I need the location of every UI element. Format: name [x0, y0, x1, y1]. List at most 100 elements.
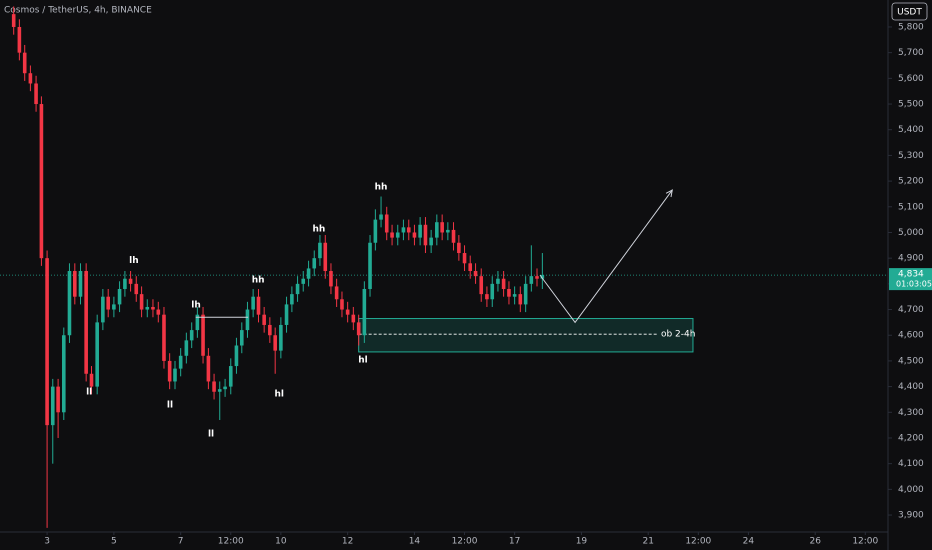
- candle-body: [123, 278, 127, 289]
- swing-label: lh: [191, 301, 201, 311]
- currency-button[interactable]: [891, 2, 928, 21]
- swing-label: ll: [167, 401, 173, 411]
- candle-body: [112, 304, 116, 310]
- y-tick-label: 4,700: [898, 305, 924, 315]
- candle-body: [512, 294, 517, 297]
- candle-body: [540, 275, 545, 279]
- candle-body: [28, 73, 33, 84]
- y-tick-label: 5,700: [898, 48, 924, 58]
- candle-body: [329, 271, 333, 287]
- candle-body: [429, 237, 433, 246]
- x-tick-label: 3: [44, 537, 50, 547]
- x-tick-label: 12:00: [452, 537, 478, 547]
- candle-body: [256, 296, 261, 315]
- candle-body: [195, 314, 200, 331]
- candle-body: [368, 242, 372, 289]
- order-block-zone: [358, 318, 694, 353]
- candle-body: [356, 322, 361, 336]
- swing-label: hl: [358, 356, 368, 366]
- swing-label: lh: [129, 256, 139, 266]
- candle-body: [395, 232, 400, 238]
- candle-body: [268, 324, 272, 336]
- x-tick-label: 24: [743, 537, 755, 547]
- candle-body: [217, 389, 222, 392]
- y-tick-label: 5,500: [898, 100, 924, 110]
- chart-title: Cosmos / TetherUS, 4h, BINANCE: [4, 6, 152, 16]
- x-tick-label: 10: [275, 537, 287, 547]
- x-tick-label: 12:00: [852, 537, 878, 547]
- candle-body: [273, 335, 277, 351]
- candle-body: [223, 386, 227, 390]
- candle-body: [56, 386, 60, 413]
- y-tick-label: 5,400: [898, 125, 924, 135]
- candle-body: [440, 222, 444, 233]
- y-tick-label: 4,300: [898, 408, 924, 418]
- candle-body: [518, 294, 523, 305]
- candle-body: [507, 288, 511, 297]
- candle-body: [189, 330, 194, 341]
- candle-body: [101, 296, 105, 323]
- candle-body: [84, 271, 88, 374]
- candle-body: [106, 296, 111, 310]
- candle-body: [89, 373, 94, 387]
- candle-body: [11, 14, 16, 27]
- candle-body: [318, 242, 322, 259]
- candle-body: [212, 381, 216, 392]
- candle-body: [34, 83, 38, 105]
- y-tick-label: 4,100: [898, 459, 924, 469]
- currency-label: USDT: [897, 8, 922, 18]
- projection-arrowhead: [665, 189, 673, 198]
- x-tick-label: 26: [809, 537, 821, 547]
- candle-body: [245, 309, 250, 331]
- candle-body: [490, 283, 495, 300]
- candle-body: [362, 288, 367, 336]
- y-tick-label: 4,000: [898, 485, 924, 495]
- x-tick-label: 12:00: [218, 537, 244, 547]
- y-tick-label: 4,400: [898, 382, 924, 392]
- candle-body: [162, 314, 166, 361]
- candle-body: [173, 368, 177, 382]
- candle-body: [435, 222, 439, 238]
- candle-body: [45, 258, 49, 426]
- candle-body: [457, 242, 461, 254]
- candle-body: [379, 214, 383, 220]
- candle-body: [61, 335, 66, 413]
- candle-body: [134, 283, 139, 295]
- x-tick-label: 12:00: [685, 537, 711, 547]
- x-tick-label: 17: [509, 537, 520, 547]
- candle-body: [373, 219, 378, 243]
- candle-body: [262, 314, 266, 325]
- y-tick-label: 4,500: [898, 356, 924, 366]
- swing-label: ll: [208, 430, 214, 440]
- candle-body: [184, 340, 189, 356]
- candle-body: [290, 294, 294, 305]
- candle-body: [178, 355, 183, 369]
- candle-body: [228, 366, 233, 387]
- candle-body: [423, 224, 428, 246]
- candle-body: [156, 309, 161, 315]
- candle-body: [239, 330, 244, 346]
- candle-body: [139, 294, 144, 310]
- swing-label: hh: [375, 183, 388, 193]
- candle-body: [295, 283, 300, 295]
- swing-label: ll: [86, 388, 92, 398]
- y-tick-label: 5,200: [898, 177, 924, 187]
- x-tick-label: 19: [576, 537, 588, 547]
- candle-body: [401, 227, 406, 233]
- candle-body: [384, 214, 389, 233]
- y-tick-label: 5,000: [898, 228, 924, 238]
- y-tick-label: 4,600: [898, 331, 924, 341]
- candle-body: [412, 232, 417, 238]
- candle-body: [67, 271, 72, 336]
- x-tick-label: 12: [342, 537, 353, 547]
- candle-body: [473, 271, 478, 277]
- candle-body: [201, 314, 205, 356]
- zone-label: ob 2-4h: [661, 330, 695, 340]
- candle-body: [234, 345, 239, 367]
- candle-body: [523, 283, 528, 305]
- swing-label: hh: [313, 225, 326, 235]
- candle-body: [95, 322, 99, 387]
- y-tick-label: 5,100: [898, 202, 924, 212]
- candle-body: [50, 386, 55, 426]
- candle-body: [334, 286, 339, 300]
